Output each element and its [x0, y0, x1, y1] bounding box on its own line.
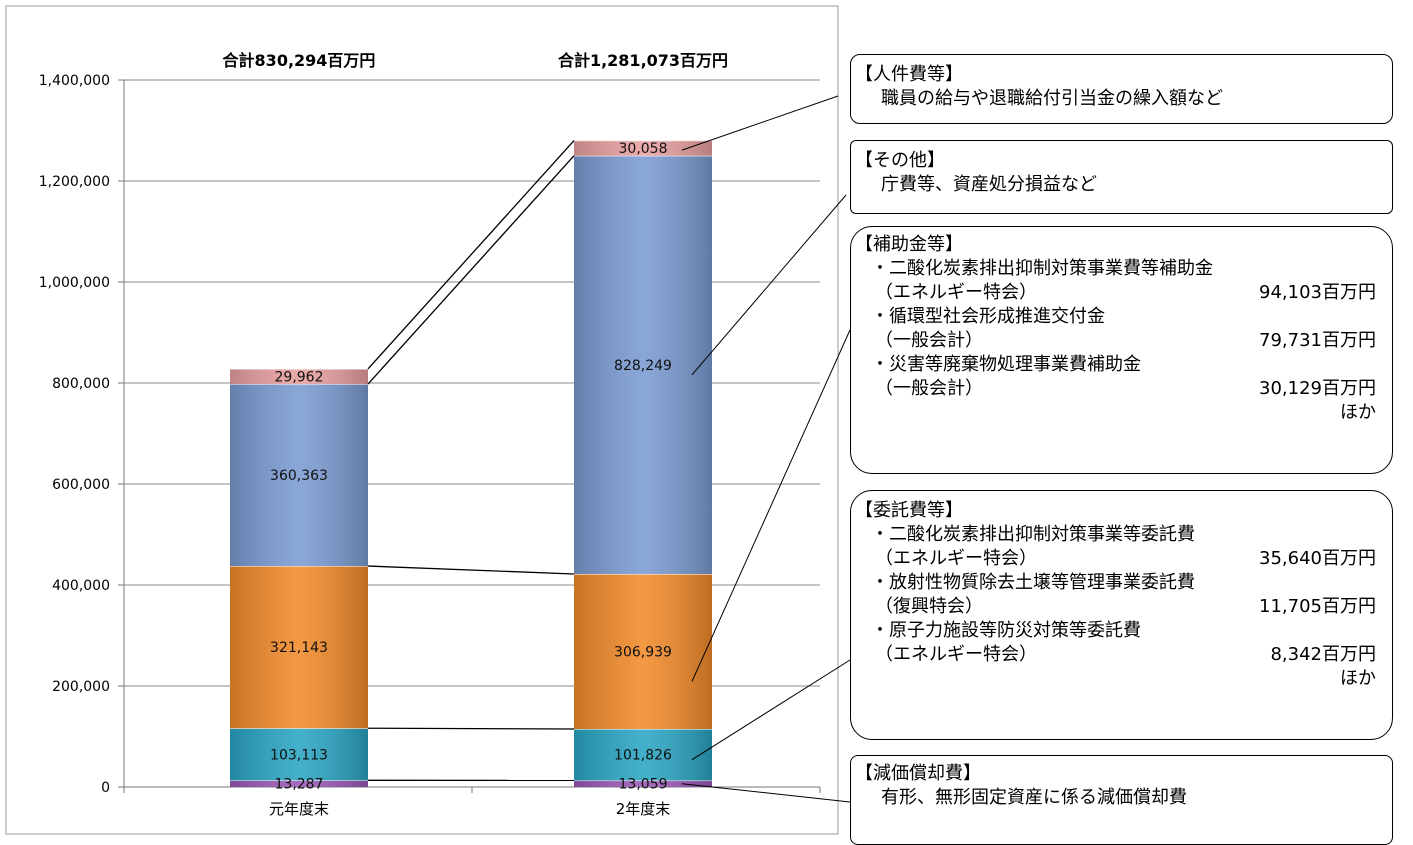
itaku-item-row: （エネルギー特会） 35,640百万円: [851, 547, 1392, 571]
itaku-item-row: （エネルギー特会） 8,342百万円: [851, 643, 1392, 667]
callout-leader-line: [682, 96, 838, 150]
hojo-item-amount: 94,103百万円: [1259, 281, 1376, 305]
y-tick-label: 600,000: [52, 477, 110, 493]
itaku-tail: ほか: [851, 667, 1392, 691]
hojo-tail: ほか: [851, 401, 1392, 425]
itaku-item-name: ・二酸化炭素排出抑制対策事業等委託費: [851, 523, 1392, 547]
y-tick-label: 0: [101, 780, 110, 796]
callout-sonota: 【その他】 庁費等、資産処分損益など: [850, 140, 1393, 214]
hojo-item-row: （エネルギー特会） 94,103百万円: [851, 281, 1392, 305]
data-label: 828,249: [614, 358, 672, 374]
itaku-item-amount: 35,640百万円: [1259, 547, 1376, 571]
itaku-item-amount: 8,342百万円: [1270, 643, 1376, 667]
data-label: 306,939: [614, 644, 672, 660]
hojo-item-amount: 79,731百万円: [1259, 329, 1376, 353]
y-tick-label: 1,400,000: [39, 73, 110, 89]
total-label: 合計830,294百万円: [223, 51, 376, 70]
connector-line: [368, 728, 574, 729]
data-label: 13,287: [275, 777, 324, 793]
connector-line: [368, 566, 574, 574]
callout-jinken-title: 【人件費等】: [851, 63, 1392, 87]
callout-hojo: 【補助金等】 ・二酸化炭素排出抑制対策事業費等補助金 （エネルギー特会） 94,1…: [850, 226, 1393, 474]
hojo-item-amount: 30,129百万円: [1259, 377, 1376, 401]
itaku-item-account: （復興特会）: [875, 595, 983, 619]
itaku-item-name: ・原子力施設等防災対策等委託費: [851, 619, 1392, 643]
callout-jinken-line: 職員の給与や退職給付引当金の繰入額など: [851, 87, 1392, 111]
hojo-item-account: （一般会計）: [875, 329, 983, 353]
x-tick-label: 2年度末: [616, 800, 671, 818]
callout-genka-title: 【減価償却費】: [851, 762, 1392, 786]
data-label: 360,363: [270, 468, 328, 484]
callout-leader-line: [682, 784, 850, 802]
hojo-item-account: （一般会計）: [875, 377, 983, 401]
itaku-item-name: ・放射性物質除去土壌等管理事業委託費: [851, 571, 1392, 595]
data-label: 29,962: [275, 369, 324, 385]
callout-itaku-title: 【委託費等】: [851, 499, 1392, 523]
itaku-item-row: （復興特会） 11,705百万円: [851, 595, 1392, 619]
itaku-item-account: （エネルギー特会）: [875, 547, 1037, 571]
total-label: 合計1,281,073百万円: [558, 51, 728, 70]
hojo-item-name: ・二酸化炭素排出抑制対策事業費等補助金: [851, 257, 1392, 281]
y-tick-label: 800,000: [52, 376, 110, 392]
callout-jinken: 【人件費等】 職員の給与や退職給付引当金の繰入額など: [850, 54, 1393, 124]
y-tick-label: 400,000: [52, 578, 110, 594]
hojo-item-name: ・循環型社会形成推進交付金: [851, 305, 1392, 329]
hojo-item-account: （エネルギー特会）: [875, 281, 1037, 305]
itaku-item-amount: 11,705百万円: [1259, 595, 1376, 619]
callout-sonota-title: 【その他】: [851, 149, 1392, 173]
connector-line: [368, 141, 574, 369]
callout-hojo-title: 【補助金等】: [851, 233, 1392, 257]
y-tick-label: 200,000: [52, 679, 110, 695]
callout-leader-line: [692, 660, 850, 760]
callout-itaku: 【委託費等】 ・二酸化炭素排出抑制対策事業等委託費 （エネルギー特会） 35,64…: [850, 490, 1393, 740]
data-label: 101,826: [614, 748, 672, 764]
hojo-item-row: （一般会計） 79,731百万円: [851, 329, 1392, 353]
data-label: 13,059: [619, 777, 668, 793]
plot-frame: [6, 6, 838, 834]
connector-line: [368, 156, 574, 384]
data-label: 103,113: [270, 747, 328, 763]
hojo-item-name: ・災害等廃棄物処理事業費補助金: [851, 353, 1392, 377]
hojo-item-row: （一般会計） 30,129百万円: [851, 377, 1392, 401]
data-label: 321,143: [270, 640, 328, 656]
x-tick-label: 元年度末: [269, 800, 329, 818]
itaku-item-account: （エネルギー特会）: [875, 643, 1037, 667]
y-tick-label: 1,200,000: [39, 174, 110, 190]
callout-sonota-line: 庁費等、資産処分損益など: [851, 173, 1392, 197]
data-label: 30,058: [619, 141, 668, 157]
callout-genka: 【減価償却費】 有形、無形固定資産に係る減価償却費: [850, 755, 1393, 845]
y-tick-label: 1,000,000: [39, 275, 110, 291]
callout-leader-line: [692, 195, 846, 375]
callout-genka-line: 有形、無形固定資産に係る減価償却費: [851, 786, 1392, 810]
